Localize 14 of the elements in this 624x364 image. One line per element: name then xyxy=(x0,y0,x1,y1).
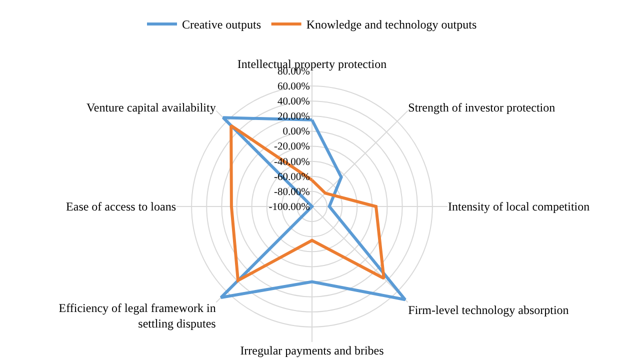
y-tick-label: -100.00% xyxy=(268,202,310,213)
spoke-label: Venture capital availability xyxy=(86,100,216,115)
y-tick-label: -20.00% xyxy=(274,142,310,153)
spoke-label: Ease of access to loans xyxy=(66,200,176,214)
spoke-label: Irregular payments and bribes xyxy=(240,344,384,358)
legend-label: Creative outputs xyxy=(182,18,262,32)
legend-label: Knowledge and technology outputs xyxy=(306,18,477,32)
spoke-label: Firm-level technology absorption xyxy=(408,303,569,318)
y-tick-label: 0.00% xyxy=(282,126,310,138)
spoke-label: Intensity of local competition xyxy=(448,200,590,214)
y-tick-label: 40.00% xyxy=(278,96,310,108)
spoke-label: Efficiency of legal framework in settling disputes xyxy=(58,300,216,330)
spoke-label: Strength of investor protection xyxy=(408,100,556,115)
y-tick-label: 60.00% xyxy=(278,81,310,92)
